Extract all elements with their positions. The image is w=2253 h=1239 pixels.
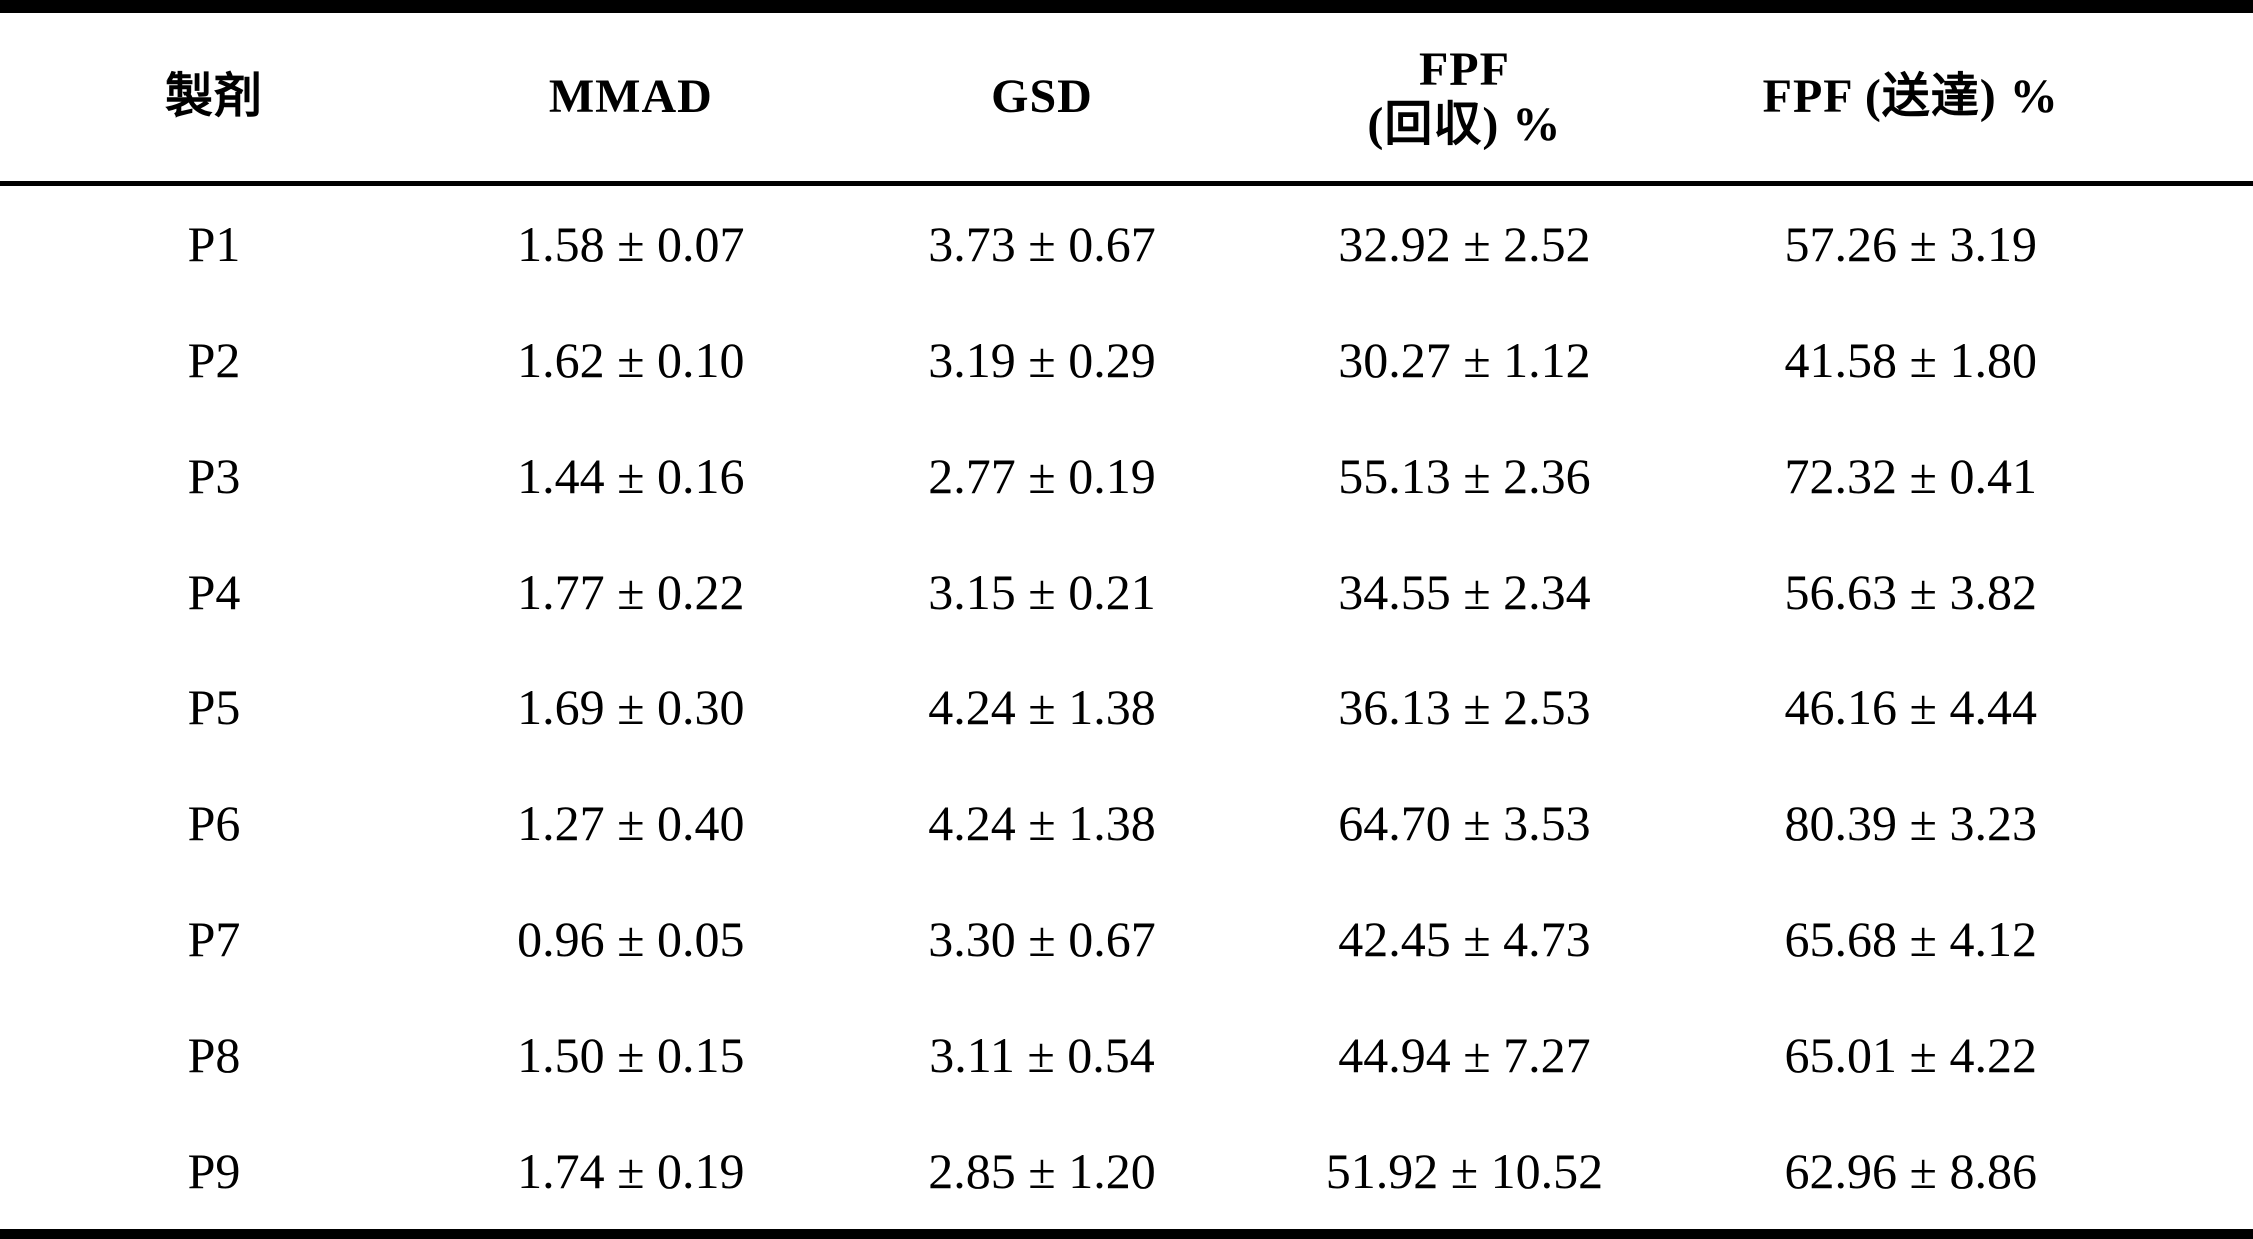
table-row: P8 1.50 ± 0.15 3.11 ± 0.54 44.94 ± 7.27 65.0… <box>0 997 2253 1113</box>
table-row: P3 1.44 ± 0.16 2.77 ± 0.19 55.13 ± 2.36 72.3… <box>0 418 2253 534</box>
value-cell: 3.11 ± 0.54 <box>929 1027 1155 1084</box>
formulation-id-cell: P8 <box>187 1027 241 1084</box>
table-header: 製剤 MMAD GSD FPF (回収) % FPF (送達) % <box>0 6 2253 186</box>
value-cell: 1.58 ± 0.07 <box>517 215 745 272</box>
value-cell: 57.26 ± 3.19 <box>1784 215 2037 272</box>
value-cell: 2.85 ± 1.20 <box>928 1143 1156 1200</box>
value-cell: 80.39 ± 3.23 <box>1784 795 2037 852</box>
column-header-formulation: 製剤 <box>0 6 429 186</box>
header-row: 製剤 MMAD GSD FPF (回収) % FPF (送達) % <box>0 6 2253 186</box>
value-cell: 44.94 ± 7.27 <box>1338 1027 1591 1084</box>
value-cell: 1.74 ± 0.19 <box>517 1143 745 1200</box>
value-cell: 2.77 ± 0.19 <box>928 447 1156 504</box>
header-label: FPF (送達) % <box>1762 70 2059 124</box>
value-cell: 3.19 ± 0.29 <box>928 331 1156 388</box>
value-cell: 41.58 ± 1.80 <box>1784 331 2037 388</box>
table-row: P9 1.74 ± 0.19 2.85 ± 1.20 51.92 ± 10.52 62.… <box>0 1113 2253 1234</box>
value-cell: 34.55 ± 2.34 <box>1338 563 1591 620</box>
value-cell: 55.13 ± 2.36 <box>1338 447 1591 504</box>
value-cell: 4.24 ± 1.38 <box>928 795 1156 852</box>
value-cell: 62.96 ± 8.86 <box>1784 1143 2037 1200</box>
column-header-fpf-recovered: FPF (回収) % <box>1250 6 1679 186</box>
table-body: P1 1.58 ± 0.07 3.73 ± 0.67 32.92 ± 2.52 57.2… <box>0 184 2253 1235</box>
formulation-id-cell: P3 <box>187 447 241 504</box>
formulation-id-cell: P1 <box>187 215 241 272</box>
header-label-line2: (回収) % <box>1367 98 1562 151</box>
header-label-line1: FPF <box>1418 42 1510 96</box>
table-row: P1 1.58 ± 0.07 3.73 ± 0.67 32.92 ± 2.52 57.2… <box>0 184 2253 302</box>
header-label: GSD <box>991 70 1093 124</box>
value-cell: 0.96 ± 0.05 <box>517 911 745 968</box>
header-label: 製剤 <box>165 70 264 124</box>
value-cell: 42.45 ± 4.73 <box>1338 911 1591 968</box>
table-row: P5 1.69 ± 0.30 4.24 ± 1.38 36.13 ± 2.53 46.1… <box>0 650 2253 766</box>
value-cell: 72.32 ± 0.41 <box>1784 447 2037 504</box>
value-cell: 32.92 ± 2.52 <box>1338 215 1591 272</box>
value-cell: 1.62 ± 0.10 <box>517 331 745 388</box>
formulation-id-cell: P4 <box>187 563 241 620</box>
formulation-id-cell: P7 <box>187 911 241 968</box>
value-cell: 1.44 ± 0.16 <box>517 447 745 504</box>
value-cell: 1.50 ± 0.15 <box>517 1027 745 1084</box>
value-cell: 36.13 ± 2.53 <box>1338 679 1591 736</box>
formulation-id-cell: P2 <box>187 331 241 388</box>
column-header-gsd: GSD <box>833 6 1251 186</box>
column-header-mmad: MMAD <box>428 6 834 186</box>
value-cell: 56.63 ± 3.82 <box>1784 563 2037 620</box>
value-cell: 1.69 ± 0.30 <box>517 679 745 736</box>
formulation-id-cell: P9 <box>187 1143 241 1200</box>
table-row: P2 1.62 ± 0.10 3.19 ± 0.29 30.27 ± 1.12 41.5… <box>0 302 2253 418</box>
table-row: P4 1.77 ± 0.22 3.15 ± 0.21 34.55 ± 2.34 56.6… <box>0 534 2253 650</box>
value-cell: 4.24 ± 1.38 <box>928 679 1156 736</box>
value-cell: 46.16 ± 4.44 <box>1784 679 2037 736</box>
formulation-id-cell: P6 <box>187 795 241 852</box>
value-cell: 3.30 ± 0.67 <box>928 911 1156 968</box>
header-label: MMAD <box>548 70 713 124</box>
value-cell: 51.92 ± 10.52 <box>1325 1143 1604 1200</box>
value-cell: 1.77 ± 0.22 <box>517 563 745 620</box>
table-row: P7 0.96 ± 0.05 3.30 ± 0.67 42.45 ± 4.73 65.6… <box>0 881 2253 997</box>
value-cell: 3.73 ± 0.67 <box>928 215 1156 272</box>
value-cell: 65.01 ± 4.22 <box>1784 1027 2037 1084</box>
column-header-fpf-delivered: FPF (送達) % <box>1678 6 2253 186</box>
table-row: P6 1.27 ± 0.40 4.24 ± 1.38 64.70 ± 3.53 80.3… <box>0 765 2253 881</box>
value-cell: 3.15 ± 0.21 <box>928 563 1156 620</box>
formulation-id-cell: P5 <box>187 679 241 736</box>
value-cell: 64.70 ± 3.53 <box>1338 795 1591 852</box>
value-cell: 65.68 ± 4.12 <box>1784 911 2037 968</box>
value-cell: 1.27 ± 0.40 <box>517 795 745 852</box>
value-cell: 30.27 ± 1.12 <box>1338 331 1591 388</box>
